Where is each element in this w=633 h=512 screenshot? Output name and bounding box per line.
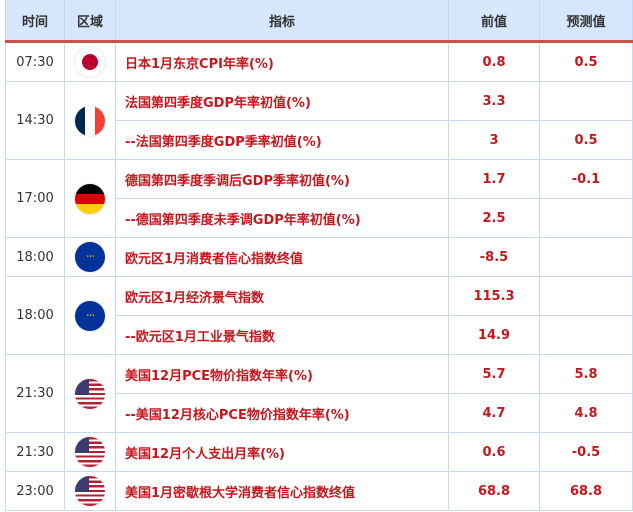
previous-value: 3.3 [448, 81, 540, 121]
header-time: 时间 [5, 0, 65, 43]
time-cell: 23:00 [5, 471, 65, 511]
time-cell: 21:30 [5, 354, 65, 433]
forecast-value [539, 276, 633, 316]
time-cell: 07:30 [5, 41, 65, 82]
indicator-name[interactable]: --法国第四季度GDP季率初值(%) [115, 120, 449, 160]
germany-flag-icon [75, 183, 105, 214]
region-cell [64, 354, 116, 433]
forecast-value: 5.8 [539, 354, 633, 394]
time-cell: 18:00 [5, 276, 65, 355]
indicator-name[interactable]: 德国第四季度季调后GDP季率初值(%) [115, 159, 449, 199]
previous-value: -8.5 [448, 237, 540, 277]
forecast-value: 0.5 [539, 120, 633, 160]
previous-value: 1.7 [448, 159, 540, 199]
forecast-value [539, 315, 633, 355]
forecast-value: 68.8 [539, 471, 633, 511]
previous-value: 115.3 [448, 276, 540, 316]
header-previous: 前值 [448, 0, 540, 43]
previous-value: 3 [448, 120, 540, 160]
time-cell: 21:30 [5, 432, 65, 472]
indicator-name[interactable]: 欧元区1月经济景气指数 [115, 276, 449, 316]
previous-value: 4.7 [448, 393, 540, 433]
table-row: 14:30 法国第四季度GDP年率初值(%) 3.3 [5, 81, 633, 160]
time-cell: 18:00 [5, 237, 65, 277]
header-forecast: 预测值 [539, 0, 633, 43]
table-row: 17:00 德国第四季度季调后GDP季率初值(%) 1.7 -0.1 [5, 159, 633, 238]
forecast-value [539, 198, 633, 238]
region-cell [64, 81, 116, 160]
us-flag-icon [75, 437, 105, 467]
region-cell [64, 276, 116, 355]
indicator-name[interactable]: 美国12月个人支出月率(%) [115, 432, 449, 472]
us-flag-icon [75, 476, 105, 506]
region-cell [64, 471, 116, 511]
table-row: 21:30 美国12月PCE物价指数年率(%) 5.7 5.8 [5, 354, 633, 433]
forecast-value [539, 81, 633, 121]
table-row: --美国12月核心PCE物价指数年率(%) 4.7 4.8 [6, 393, 633, 433]
previous-value: 2.5 [448, 198, 540, 238]
japan-flag-icon [75, 47, 105, 77]
table-row: --法国第四季度GDP季率初值(%) 3 0.5 [6, 120, 633, 160]
indicator-name[interactable]: --欧元区1月工业景气指数 [115, 315, 449, 355]
indicator-name[interactable]: 美国12月PCE物价指数年率(%) [115, 354, 449, 394]
forecast-value: -0.5 [539, 432, 633, 472]
header-indicator: 指标 [115, 0, 449, 43]
previous-value: 68.8 [448, 471, 540, 511]
indicator-name[interactable]: 法国第四季度GDP年率初值(%) [115, 81, 449, 121]
france-flag-icon [75, 105, 105, 136]
indicator-name[interactable]: --美国12月核心PCE物价指数年率(%) [115, 393, 449, 433]
forecast-value: -0.1 [539, 159, 633, 199]
header-region: 区域 [64, 0, 116, 43]
forecast-value [539, 237, 633, 277]
previous-value: 0.8 [448, 41, 540, 82]
eu-flag-icon [75, 242, 105, 272]
economic-calendar-table: 时间 区域 指标 前值 预测值 07:30 日本1月东京CPI年率(%) 0.8 0.… [5, 0, 633, 511]
us-flag-icon [75, 378, 105, 409]
region-cell [64, 159, 116, 238]
time-cell: 14:30 [5, 81, 65, 160]
forecast-value: 4.8 [539, 393, 633, 433]
previous-value: 14.9 [448, 315, 540, 355]
time-cell: 17:00 [5, 159, 65, 238]
indicator-name[interactable]: --德国第四季度未季调GDP年率初值(%) [115, 198, 449, 238]
header-row: 时间 区域 指标 前值 预测值 [5, 0, 633, 43]
indicator-name[interactable]: 日本1月东京CPI年率(%) [115, 41, 449, 82]
indicator-name[interactable]: 美国1月密歇根大学消费者信心指数终值 [115, 471, 449, 511]
region-cell [64, 237, 116, 277]
forecast-value: 0.5 [539, 41, 633, 82]
previous-value: 5.7 [448, 354, 540, 394]
table-row: 07:30 日本1月东京CPI年率(%) 0.8 0.5 [5, 41, 633, 82]
eu-flag-icon [75, 300, 105, 331]
region-cell [64, 41, 116, 82]
table-row: --欧元区1月工业景气指数 14.9 [6, 315, 633, 355]
table-row: 21:30 美国12月个人支出月率(%) 0.6 -0.5 [5, 432, 633, 472]
indicator-name[interactable]: 欧元区1月消费者信心指数终值 [115, 237, 449, 277]
region-cell [64, 432, 116, 472]
table-row: 18:00 欧元区1月消费者信心指数终值-8.5 [5, 237, 633, 277]
table-row: 23:00 美国1月密歇根大学消费者信心指数终值 68.8 68.8 [5, 471, 633, 511]
previous-value: 0.6 [448, 432, 540, 472]
